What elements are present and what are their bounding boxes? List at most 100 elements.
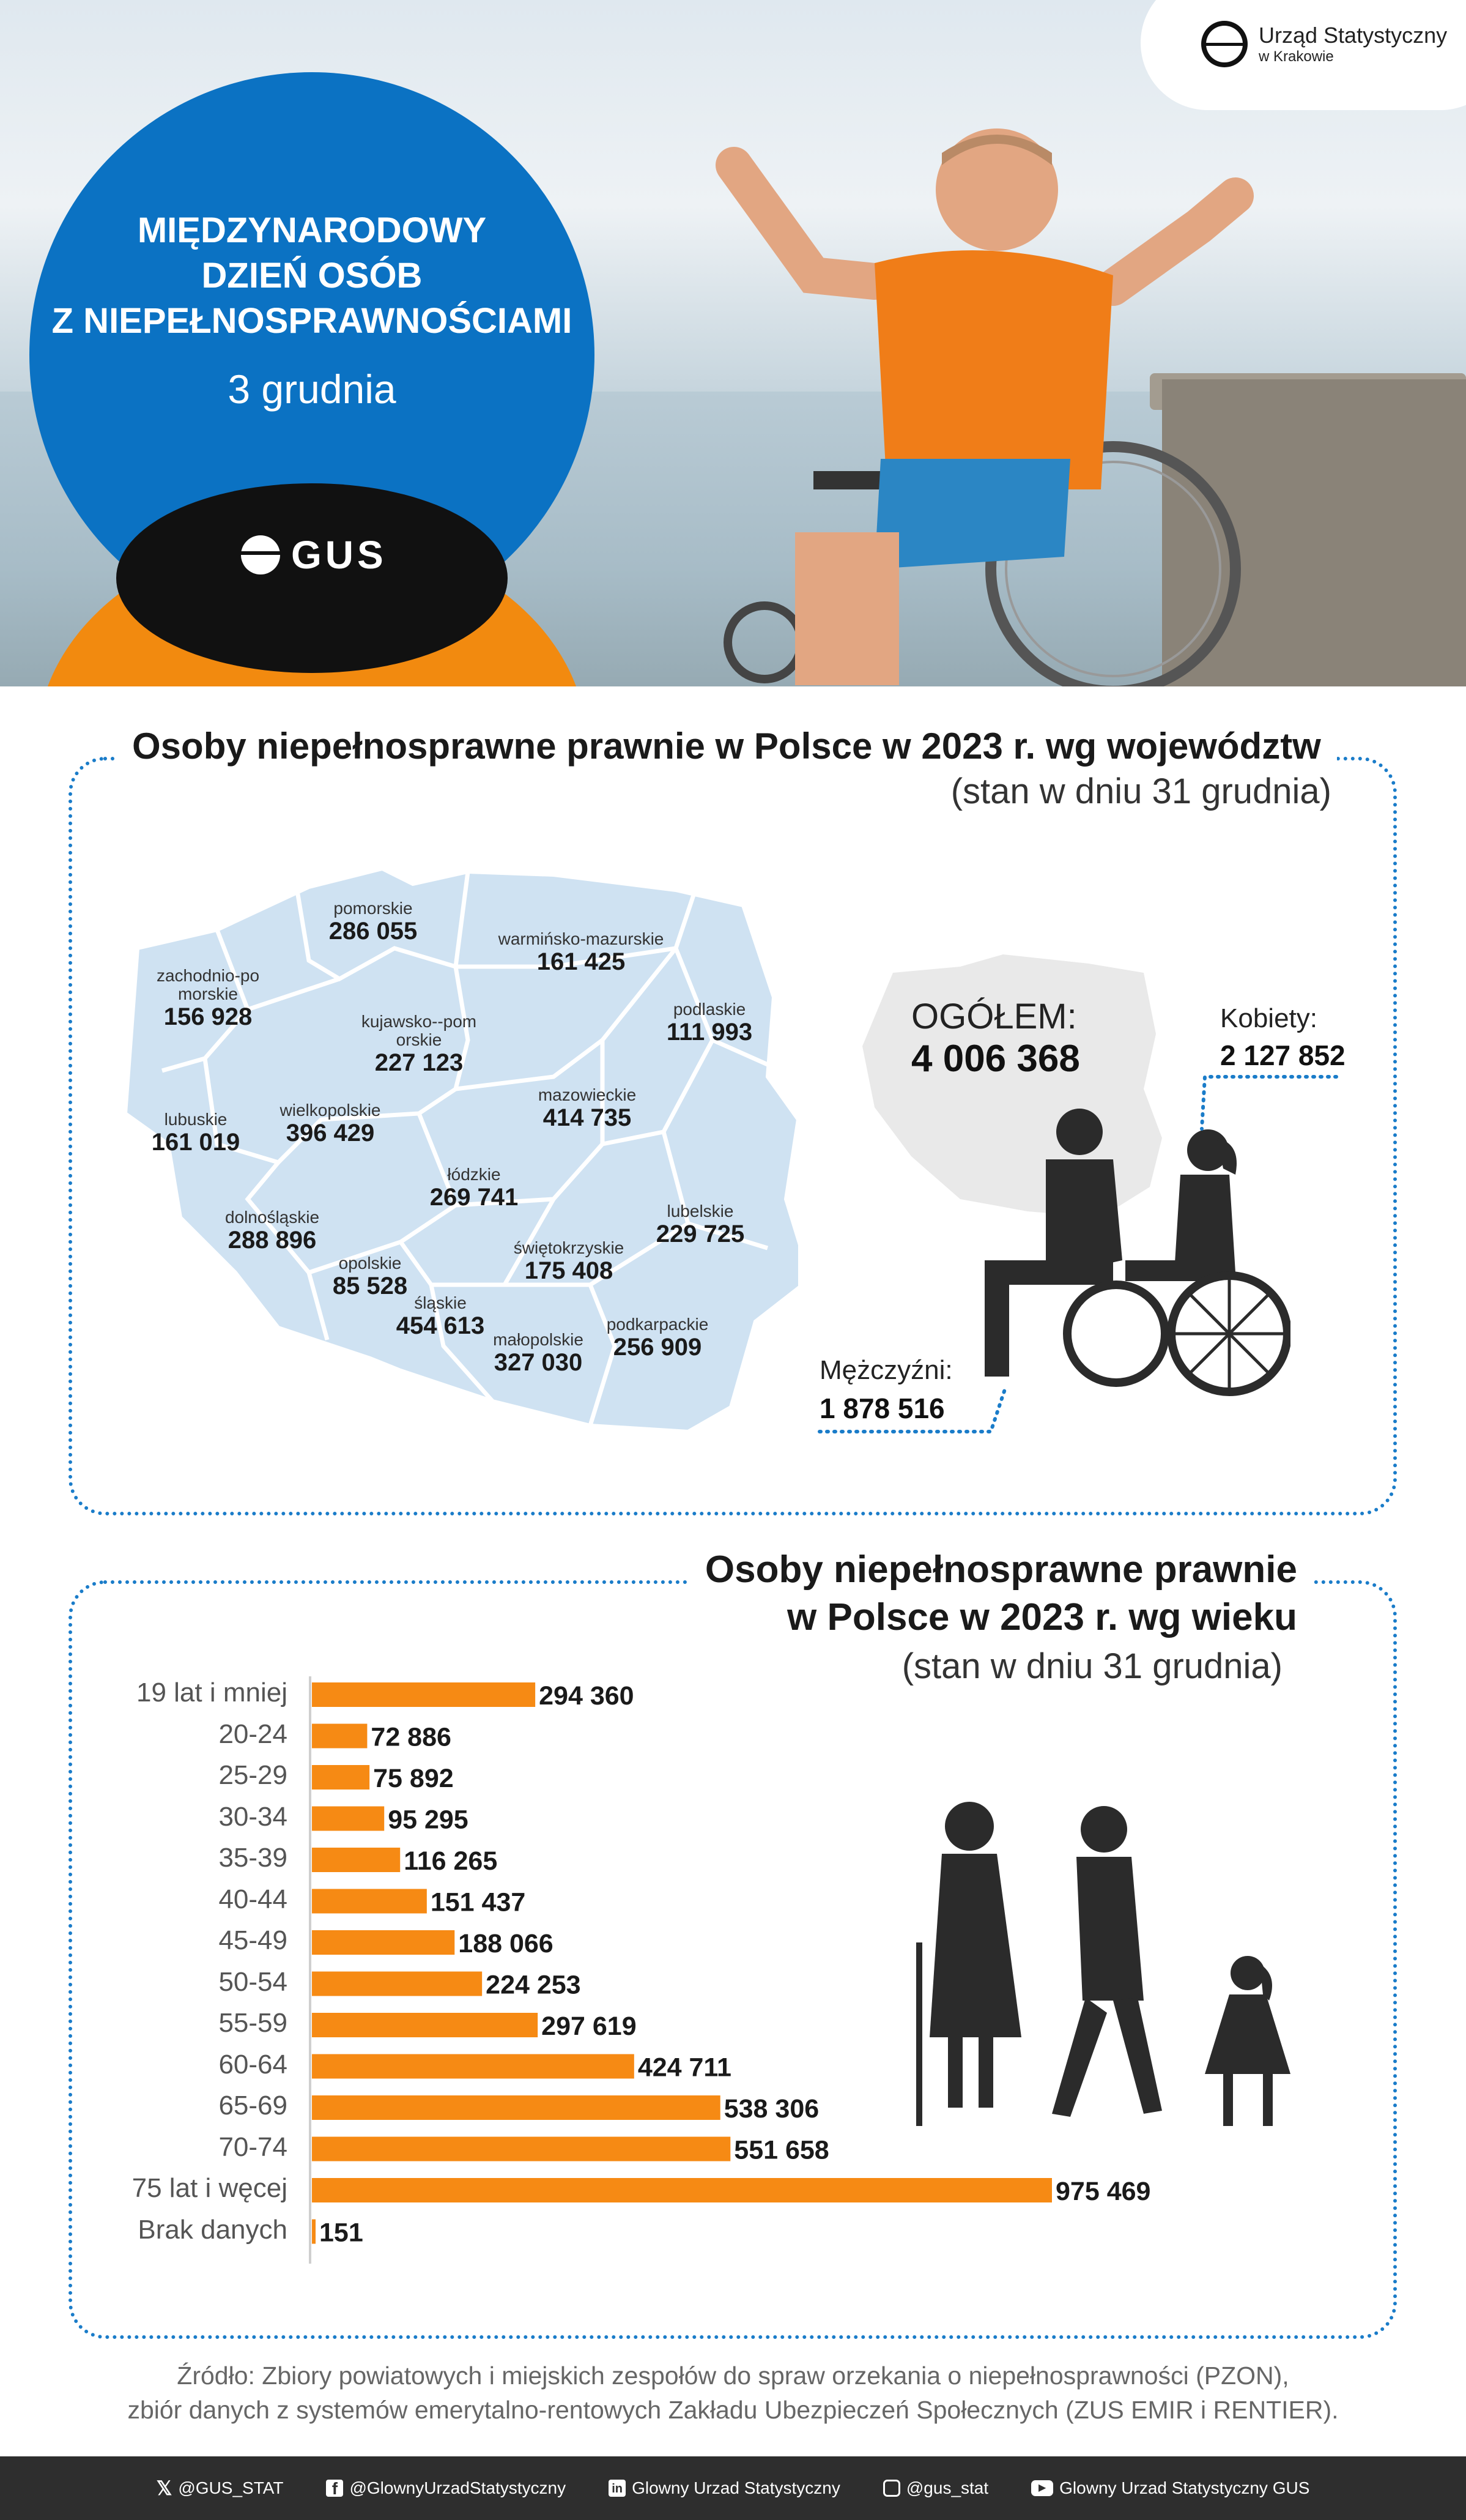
category-label-4: 35-39 bbox=[218, 1843, 287, 1873]
men-value: 1 878 516 bbox=[820, 1392, 945, 1424]
social-facebook[interactable]: f @GlownyUrzadStatystyczny bbox=[326, 2478, 566, 2498]
bar-value-label-6: 188 066 bbox=[458, 1929, 553, 1958]
region-name-lubelskie: lubelskie bbox=[667, 1202, 734, 1221]
bar-value-label-9: 424 711 bbox=[638, 2053, 731, 2083]
section1-subtitle: (stan w dniu 31 grudnia) bbox=[938, 771, 1344, 812]
map-borders bbox=[161, 871, 769, 1427]
map-outline bbox=[125, 866, 798, 1432]
section2-subtitle: (stan w dniu 31 grudnia) bbox=[889, 1646, 1295, 1687]
office-name: Urząd Statystyczny bbox=[1259, 23, 1448, 48]
region-value-podlaskie: 111 993 bbox=[666, 1019, 753, 1046]
bar-7 bbox=[312, 1971, 483, 1996]
category-label-2: 25-29 bbox=[218, 1760, 287, 1790]
region-name-mazowieckie: mazowieckie bbox=[538, 1085, 637, 1104]
hero-title-line3: Z NIEPEŁNOSPRAWNOŚCIAMI bbox=[51, 301, 572, 341]
category-label-6: 45-49 bbox=[218, 1925, 287, 1955]
social-youtube-handle: Glowny Urzad Statystyczny GUS bbox=[1059, 2478, 1310, 2497]
bar-2 bbox=[312, 1765, 370, 1790]
hero-date: 3 grudnia bbox=[228, 366, 396, 412]
bar-value-label-0: 294 360 bbox=[539, 1681, 634, 1711]
bar-8 bbox=[312, 2013, 538, 2037]
section2-title-line2: w Polsce w 2023 r. wg wieku bbox=[771, 1596, 1313, 1639]
office-badge bbox=[1141, 0, 1466, 110]
region-name-malopolskie: małopolskie bbox=[493, 1330, 583, 1349]
bar-value-label-11: 551 658 bbox=[734, 2136, 829, 2165]
bar-9 bbox=[312, 2054, 634, 2079]
region-name-podkarpackie: podkarpackie bbox=[606, 1315, 709, 1334]
bar-3 bbox=[312, 1806, 385, 1831]
region-name-swietokrzyskie: świętokrzyskie bbox=[513, 1238, 624, 1257]
women-connector bbox=[1200, 1075, 1338, 1131]
gus-logo-text: GUS bbox=[291, 533, 387, 577]
x-icon: 𝕏 bbox=[156, 2477, 172, 2499]
hero-title-line2: DZIEŃ OSÓB bbox=[201, 256, 423, 295]
region-name-podlaskie: podlaskie bbox=[673, 1000, 746, 1019]
total-label: OGÓŁEM: bbox=[911, 997, 1077, 1036]
region-name-lodzkie: łódzkie bbox=[447, 1165, 501, 1184]
category-label-0: 19 lat i mniej bbox=[136, 1678, 287, 1708]
region-name-zachodniopomorskie: zachodnio-pomorskie bbox=[156, 966, 260, 1003]
walking-family-icon bbox=[916, 1802, 1290, 2126]
category-label-5: 40-44 bbox=[218, 1884, 287, 1914]
social-instagram[interactable]: @gus_stat bbox=[883, 2478, 988, 2498]
source-line1: Źródło: Zbiory powiatowych i miejskich z… bbox=[177, 2362, 1289, 2390]
facebook-icon: f bbox=[326, 2480, 344, 2498]
section2-title-line1: Osoby niepełnosprawne prawnie bbox=[689, 1548, 1313, 1591]
men-connector bbox=[818, 1384, 1008, 1433]
man-in-wheelchair-photo bbox=[716, 128, 1254, 686]
bar-13 bbox=[312, 2219, 316, 2244]
bar-value-label-12: 975 469 bbox=[1056, 2177, 1150, 2206]
bar-value-label-3: 95 295 bbox=[388, 1805, 468, 1835]
region-value-zachodniopomorskie: 156 928 bbox=[163, 1003, 253, 1030]
gus-logo: GUS bbox=[239, 532, 387, 578]
category-label-1: 20-24 bbox=[218, 1719, 287, 1749]
category-label-13: Brak danych bbox=[138, 2214, 287, 2245]
footer-bar: 𝕏 @GUS_STAT f @GlownyUrzadStatystyczny i… bbox=[0, 2456, 1466, 2520]
decor-black-ellipse bbox=[116, 483, 508, 673]
category-label-11: 70-74 bbox=[218, 2132, 287, 2162]
region-name-pomorskie: pomorskie bbox=[333, 899, 413, 918]
region-value-lubelskie: 229 725 bbox=[656, 1221, 745, 1247]
social-x-handle: @GUS_STAT bbox=[178, 2478, 284, 2497]
region-value-warminsko-mazurskie: 161 425 bbox=[536, 948, 626, 975]
bar-6 bbox=[312, 1930, 455, 1955]
source-line2: zbiór danych z systemów emerytalno-rento… bbox=[127, 2396, 1339, 2424]
bar-value-label-1: 72 886 bbox=[371, 1723, 451, 1752]
bar-10 bbox=[312, 2095, 720, 2120]
bar-value-label-5: 151 437 bbox=[431, 1888, 525, 1917]
bar-0 bbox=[312, 1682, 536, 1707]
region-name-slaskie: śląskie bbox=[414, 1293, 467, 1312]
region-value-dolnoslaskie: 288 896 bbox=[228, 1227, 317, 1254]
social-youtube[interactable]: ▶ Glowny Urzad Statystyczny GUS bbox=[1031, 2478, 1309, 2498]
office-logo-icon bbox=[1201, 21, 1248, 67]
social-facebook-handle: @GlownyUrzadStatystyczny bbox=[349, 2478, 566, 2497]
category-label-12: 75 lat i węcej bbox=[131, 2173, 287, 2203]
bar-4 bbox=[312, 1848, 401, 1872]
youtube-icon: ▶ bbox=[1031, 2480, 1054, 2496]
bar-11 bbox=[312, 2136, 731, 2161]
social-x[interactable]: 𝕏 @GUS_STAT bbox=[157, 2477, 284, 2500]
region-value-kujawsko-pomorskie: 227 123 bbox=[374, 1049, 464, 1076]
region-value-podkarpackie: 256 909 bbox=[613, 1334, 702, 1361]
bar-value-label-4: 116 265 bbox=[404, 1846, 497, 1876]
region-value-pomorskie: 286 055 bbox=[328, 918, 418, 945]
source-note: Źródło: Zbiory powiatowych i miejskich z… bbox=[0, 2358, 1466, 2427]
social-linkedin-handle: Glowny Urzad Statystyczny bbox=[632, 2478, 840, 2497]
bar-1 bbox=[312, 1723, 368, 1749]
region-name-kujawsko-pomorskie: kujawsko--pomorskie bbox=[361, 1012, 477, 1049]
hero-banner: MIĘDZYNARODOWY DZIEŃ OSÓB Z NIEPEŁNOSPRA… bbox=[0, 0, 1466, 686]
category-label-8: 55-59 bbox=[218, 2008, 287, 2038]
section1-title: Osoby niepełnosprawne prawnie w Polsce w… bbox=[116, 725, 1337, 767]
social-linkedin[interactable]: in Glowny Urzad Statystyczny bbox=[609, 2478, 840, 2498]
instagram-icon bbox=[883, 2480, 900, 2497]
region-value-wielkopolskie: 396 429 bbox=[286, 1120, 375, 1147]
bar-value-label-10: 538 306 bbox=[724, 2094, 819, 2124]
bar-12 bbox=[312, 2178, 1052, 2202]
region-name-warminsko-mazurskie: warmińsko-mazurskie bbox=[498, 929, 664, 948]
bar-value-label-2: 75 892 bbox=[373, 1764, 454, 1793]
poland-map bbox=[125, 866, 798, 1432]
hero-title-line1: MIĘDZYNARODOWY bbox=[137, 210, 487, 250]
region-value-lubuskie: 161 019 bbox=[151, 1129, 240, 1156]
wheelchair-couple-icon bbox=[985, 1109, 1290, 1396]
bar-value-label-8: 297 619 bbox=[541, 2012, 636, 2041]
